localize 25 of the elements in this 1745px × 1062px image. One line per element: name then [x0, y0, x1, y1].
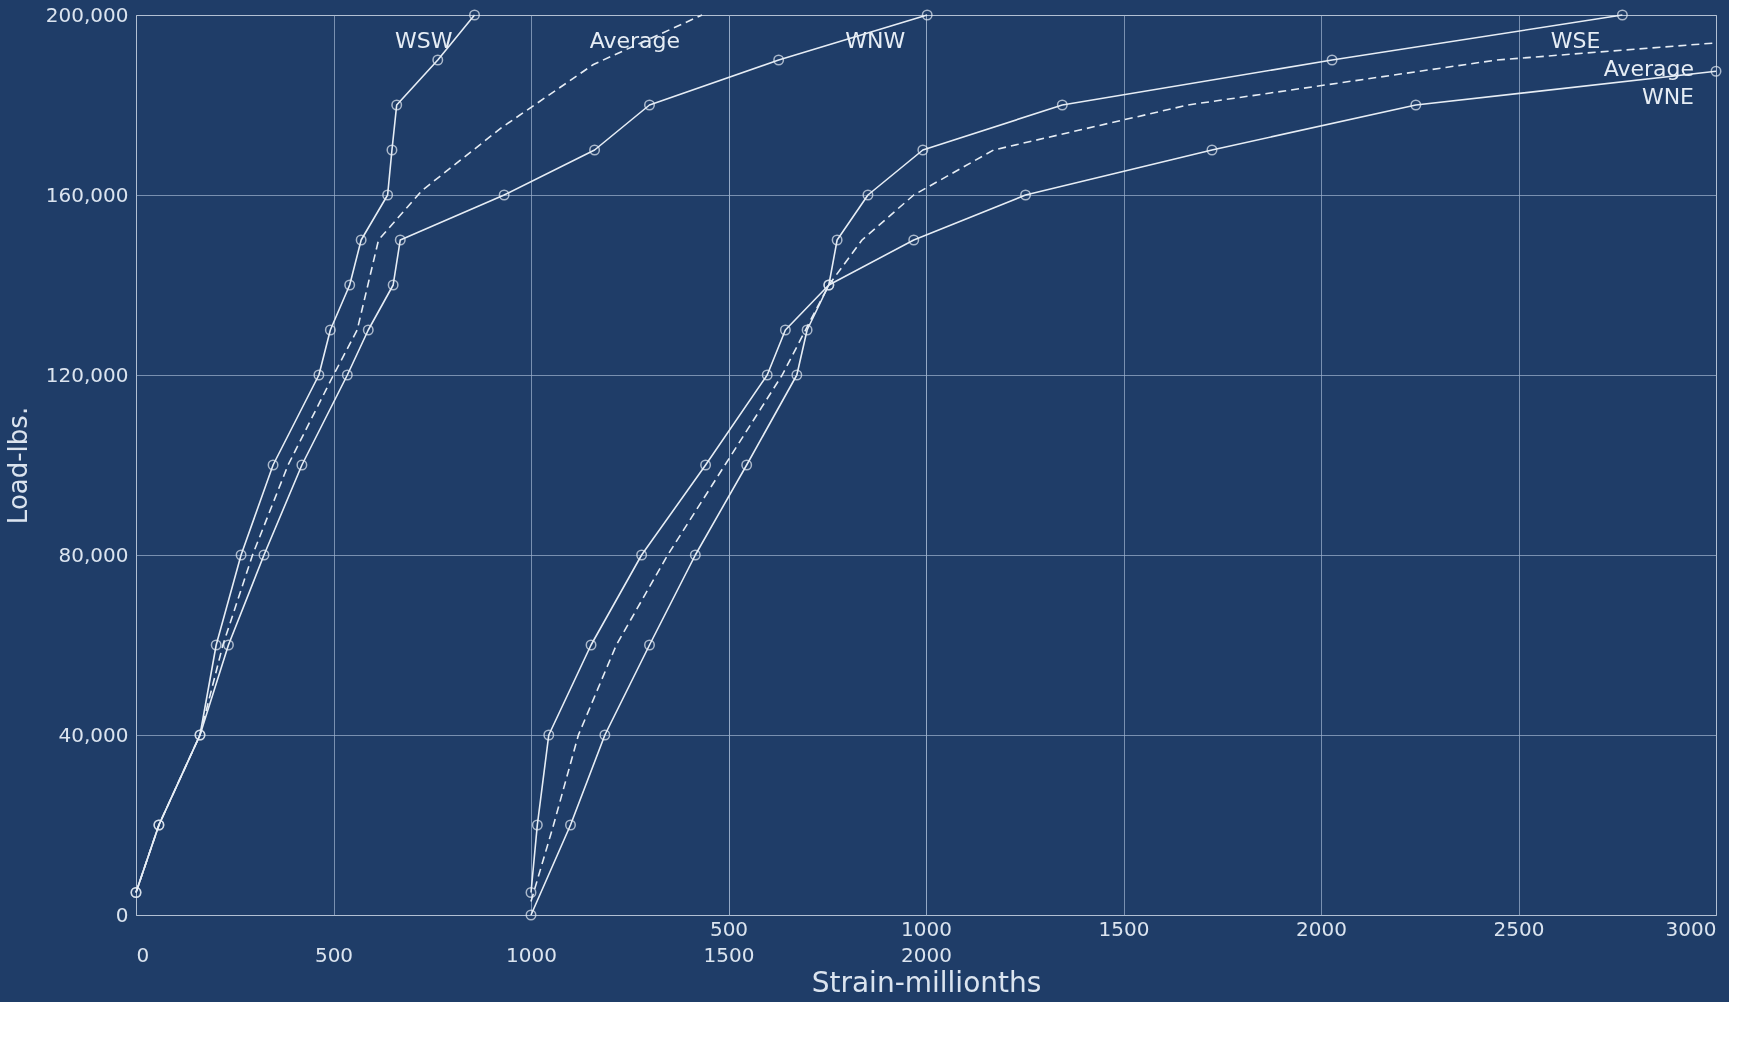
x2-tick-label: 500	[709, 916, 749, 941]
y-tick-label: 160,000	[45, 182, 129, 207]
y-tick-label: 80,000	[58, 542, 129, 567]
y-tick-label: 0	[115, 902, 129, 927]
x2-tick-label: 1500	[1098, 916, 1150, 941]
x2-tick-label: 3000	[1665, 916, 1717, 941]
x2-tick-label: 2000	[1296, 916, 1347, 941]
series-label: Average	[1603, 55, 1694, 81]
x-tick-label: 2000	[901, 942, 952, 967]
y-tick-label: 120,000	[45, 362, 129, 387]
y-tick-label: 40,000	[58, 722, 129, 747]
y-axis-title: Load-lbs.	[2, 406, 33, 525]
x2-tick-label: 2500	[1493, 916, 1545, 941]
x-tick-label: 1500	[703, 942, 755, 967]
x-tick-label: 1000	[506, 942, 557, 967]
y-tick-label: 200,000	[45, 2, 129, 27]
series-label: Average	[589, 28, 681, 53]
x-tick-label: 500	[314, 942, 354, 967]
series-label: WSE	[1550, 28, 1601, 53]
x-tick-label: 0	[136, 942, 150, 967]
series-label: WNE	[1641, 84, 1694, 110]
x2-tick-label: 1000	[901, 916, 952, 941]
x-axis-title: Strain-millionths	[811, 965, 1042, 999]
series-label: WSW	[395, 28, 453, 53]
series-label: WNW	[845, 28, 906, 53]
